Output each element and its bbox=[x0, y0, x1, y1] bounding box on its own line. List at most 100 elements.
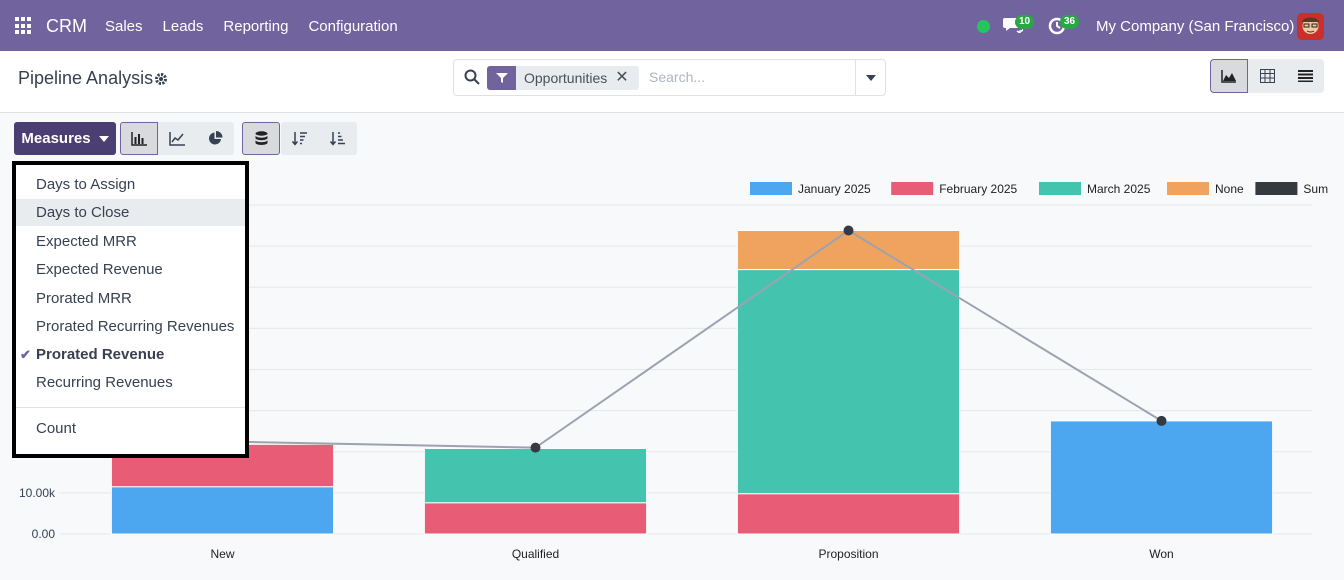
legend-swatch bbox=[891, 182, 934, 195]
measure-label: Prorated Revenue bbox=[36, 346, 165, 363]
stacked-button[interactable] bbox=[242, 122, 280, 155]
legend-swatch bbox=[1167, 182, 1209, 195]
menu-divider bbox=[16, 407, 245, 408]
sum-line bbox=[217, 225, 1167, 453]
measure-label: Count bbox=[36, 420, 77, 437]
filter-icon bbox=[487, 66, 516, 90]
pie-chart-button[interactable] bbox=[196, 122, 234, 155]
measure-expected-revenue[interactable]: Expected Revenue bbox=[16, 256, 245, 283]
legend-label: February 2025 bbox=[939, 182, 1017, 196]
measures-label: Measures bbox=[21, 130, 91, 147]
measure-days-to-assign[interactable]: Days to Assign bbox=[16, 171, 245, 198]
main-menu: Sales Leads Reporting Configuration bbox=[105, 18, 398, 35]
measure-label: Prorated MRR bbox=[36, 290, 132, 307]
pie-chart-icon bbox=[208, 131, 222, 145]
activities-badge: 36 bbox=[1060, 15, 1080, 29]
measure-label: Expected Revenue bbox=[36, 261, 163, 278]
list-icon bbox=[1297, 70, 1313, 82]
legend-label: January 2025 bbox=[798, 182, 871, 196]
bar-segment bbox=[736, 493, 961, 535]
sum-line-path bbox=[222, 229, 1163, 449]
y-tick-label: 0.00 bbox=[32, 527, 56, 541]
measure-prorated-mrr[interactable]: Prorated MRR bbox=[16, 285, 245, 312]
x-tick-label: Won bbox=[1149, 547, 1173, 561]
list-view-button[interactable] bbox=[1286, 59, 1324, 93]
measure-count[interactable]: Count bbox=[16, 415, 245, 442]
top-navbar: CRM Sales Leads Reporting Configuration … bbox=[0, 0, 1344, 51]
line-chart-button[interactable] bbox=[158, 122, 196, 155]
measure-label: Expected MRR bbox=[36, 233, 137, 250]
legend-swatch bbox=[750, 182, 792, 195]
pivot-view-button[interactable] bbox=[1248, 59, 1286, 93]
legend-label: Sum bbox=[1303, 182, 1328, 196]
caret-down-icon bbox=[98, 135, 109, 142]
legend-label: March 2025 bbox=[1087, 182, 1151, 196]
menu-leads[interactable]: Leads bbox=[162, 18, 204, 35]
table-icon bbox=[1259, 69, 1275, 83]
messages-badge: 10 bbox=[1015, 15, 1035, 29]
bar-chart-icon bbox=[131, 131, 147, 146]
control-panel: Pipeline Analysis Opportunities ✕ Search… bbox=[0, 51, 1344, 113]
user-avatar[interactable] bbox=[1297, 13, 1324, 40]
chart-type-group bbox=[120, 122, 234, 155]
sum-point bbox=[1156, 415, 1167, 426]
legend-swatch bbox=[1255, 182, 1298, 195]
sum-point bbox=[530, 442, 541, 453]
bar-segment bbox=[110, 486, 335, 535]
measure-prorated-recurring-revenues[interactable]: Prorated Recurring Revenues bbox=[16, 313, 245, 340]
app-brand[interactable]: CRM bbox=[46, 16, 87, 36]
gear-icon[interactable] bbox=[154, 72, 168, 86]
legend-swatch bbox=[1039, 182, 1081, 195]
page-title: Pipeline Analysis bbox=[18, 68, 154, 88]
measure-days-to-close[interactable]: Days to Close bbox=[16, 199, 245, 226]
menu-configuration[interactable]: Configuration bbox=[308, 18, 398, 35]
measure-prorated-revenue[interactable]: ✔ Prorated Revenue bbox=[16, 341, 245, 368]
measure-expected-mrr[interactable]: Expected MRR bbox=[16, 228, 245, 255]
menu-sales[interactable]: Sales bbox=[105, 18, 143, 35]
legend-label: None bbox=[1215, 182, 1244, 196]
graph-view-button[interactable] bbox=[1210, 59, 1248, 93]
measure-label: Recurring Revenues bbox=[36, 374, 173, 391]
measures-button[interactable]: Measures bbox=[14, 122, 116, 155]
chart-axes: 0.00 10.00k New Qualified Proposition Won bbox=[19, 486, 1174, 561]
close-icon[interactable]: ✕ bbox=[615, 69, 629, 86]
search-bar: Opportunities ✕ Search... bbox=[453, 59, 886, 96]
measure-label: Days to Close bbox=[36, 204, 130, 221]
sum-point bbox=[843, 225, 854, 236]
sort-ascending-button[interactable] bbox=[319, 122, 357, 155]
stacked-group bbox=[242, 122, 280, 155]
apps-grid-icon[interactable] bbox=[15, 17, 33, 35]
presence-status-icon bbox=[977, 20, 990, 33]
y-tick-label: 10.00k bbox=[19, 486, 56, 500]
sort-group bbox=[281, 122, 357, 155]
search-input[interactable]: Search... bbox=[649, 69, 706, 85]
view-switcher bbox=[1210, 59, 1324, 93]
menu-reporting[interactable]: Reporting bbox=[223, 18, 289, 35]
sort-ascending-icon bbox=[330, 132, 345, 146]
chevron-down-icon bbox=[865, 74, 876, 81]
chart-bars bbox=[110, 229, 1274, 535]
database-stack-icon bbox=[255, 131, 267, 145]
area-chart-icon bbox=[1221, 70, 1236, 83]
bar-chart-button[interactable] bbox=[120, 122, 158, 155]
search-options-toggle[interactable] bbox=[855, 60, 885, 95]
pipeline-bar-chart: 0.00 10.00k New Qualified Proposition Won Jan… bbox=[19, 182, 1328, 561]
bar-segment bbox=[736, 229, 961, 271]
search-facet: Opportunities ✕ bbox=[487, 66, 639, 90]
bar-segment bbox=[736, 269, 961, 495]
x-tick-label: Proposition bbox=[818, 547, 878, 561]
sort-descending-icon bbox=[292, 132, 307, 146]
company-switcher[interactable]: My Company (San Francisco) bbox=[1096, 18, 1295, 35]
facet-label: Opportunities bbox=[524, 70, 608, 86]
search-icon[interactable] bbox=[464, 69, 480, 85]
chart-legend: January 2025 February 2025 March 2025 None S… bbox=[750, 182, 1328, 196]
measure-recurring-revenues[interactable]: Recurring Revenues bbox=[16, 369, 245, 396]
bar-segment bbox=[423, 502, 648, 535]
bar-segment bbox=[423, 447, 648, 504]
bar-segment bbox=[1049, 420, 1274, 535]
checkmark-icon: ✔ bbox=[20, 347, 31, 362]
measure-label: Days to Assign bbox=[36, 176, 136, 193]
measure-label: Prorated Recurring Revenues bbox=[36, 318, 235, 335]
sort-descending-button[interactable] bbox=[281, 122, 319, 155]
x-tick-label: New bbox=[210, 547, 234, 561]
